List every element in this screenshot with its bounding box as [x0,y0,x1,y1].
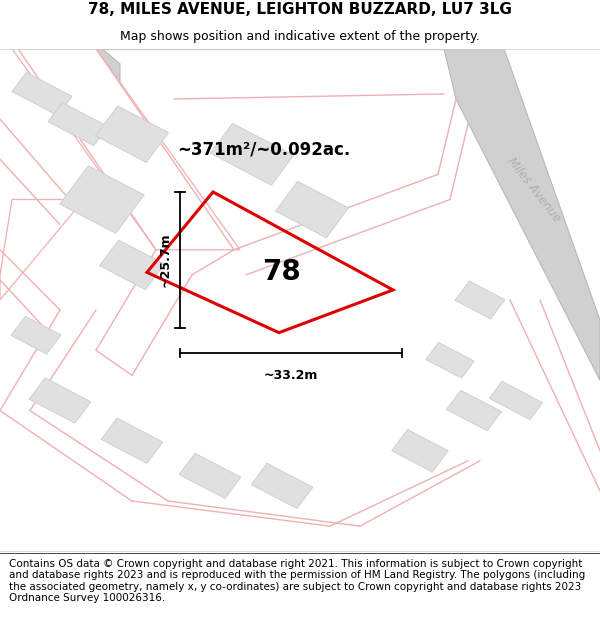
Polygon shape [455,281,505,319]
Polygon shape [392,429,448,472]
Polygon shape [12,72,72,116]
Polygon shape [251,463,313,509]
Text: 78: 78 [263,258,301,286]
Polygon shape [95,106,169,162]
Text: Map shows position and indicative extent of the property.: Map shows position and indicative extent… [120,30,480,43]
Polygon shape [101,418,163,463]
Polygon shape [179,453,241,499]
Polygon shape [211,123,293,185]
Polygon shape [60,166,144,233]
Polygon shape [489,381,543,419]
Text: ~33.2m: ~33.2m [264,369,318,382]
Polygon shape [12,49,240,250]
Polygon shape [426,342,474,378]
Polygon shape [48,102,108,146]
Polygon shape [48,49,120,84]
Polygon shape [444,49,600,381]
Text: 78, MILES AVENUE, LEIGHTON BUZZARD, LU7 3LG: 78, MILES AVENUE, LEIGHTON BUZZARD, LU7 … [88,2,512,18]
Polygon shape [100,240,164,289]
Text: Contains OS data © Crown copyright and database right 2021. This information is : Contains OS data © Crown copyright and d… [9,559,585,603]
Polygon shape [29,378,91,423]
Polygon shape [0,199,84,300]
Text: ~25.7m: ~25.7m [158,232,172,287]
Polygon shape [446,390,502,431]
Polygon shape [275,181,349,238]
Text: Miles Avenue: Miles Avenue [505,154,563,224]
Text: ~371m²/~0.092ac.: ~371m²/~0.092ac. [178,140,350,158]
Polygon shape [11,316,61,354]
